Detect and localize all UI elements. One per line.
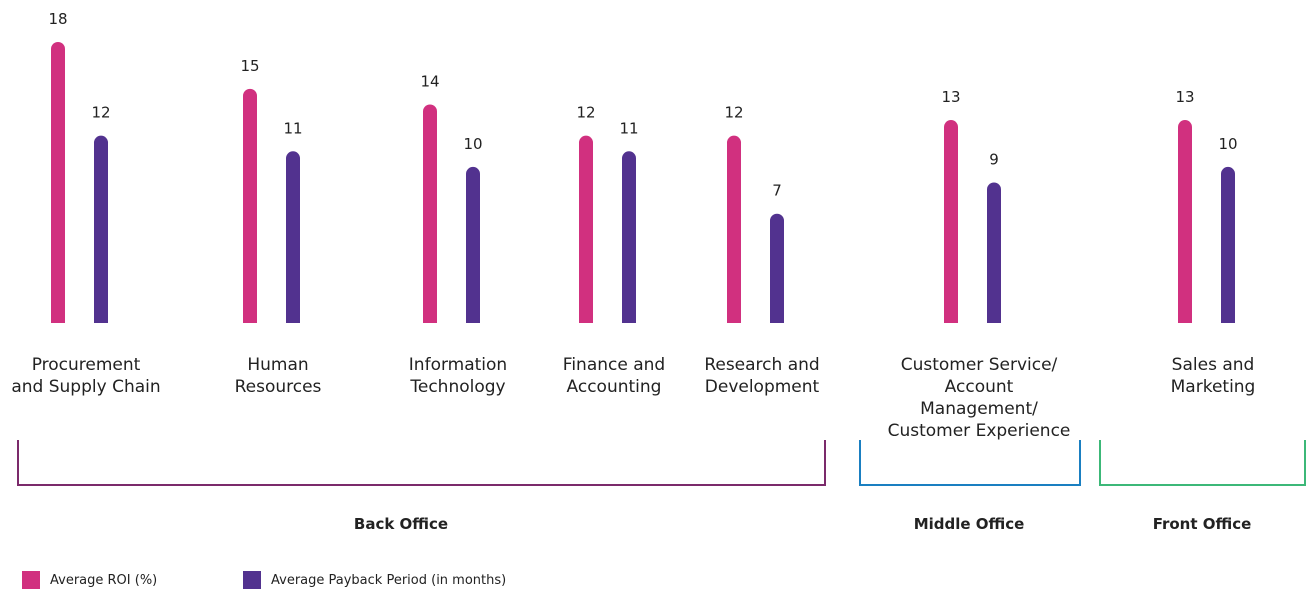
- value-label: 9: [989, 151, 999, 169]
- value-label: 10: [1218, 135, 1237, 153]
- category-label: Procurement and Supply Chain: [11, 355, 160, 397]
- value-label: 13: [941, 88, 960, 106]
- value-label: 10: [463, 135, 482, 153]
- bar: [770, 213, 784, 323]
- legend-label: Average Payback Period (in months): [271, 573, 506, 588]
- value-label: 11: [283, 119, 302, 137]
- value-label: 12: [576, 104, 595, 122]
- group-label: Back Office: [354, 515, 448, 533]
- value-label: 7: [772, 182, 782, 200]
- value-label: 12: [91, 104, 110, 122]
- bar: [727, 135, 741, 323]
- legend-swatch: [243, 571, 261, 589]
- bar: [1178, 120, 1192, 323]
- bar: [987, 182, 1001, 323]
- bracket: [859, 440, 1081, 486]
- category-label: Finance and Accounting: [563, 355, 665, 397]
- category-label: Information Technology: [409, 355, 507, 397]
- legend-label: Average ROI (%): [50, 573, 157, 588]
- bar: [579, 135, 593, 323]
- value-label: 15: [240, 57, 259, 75]
- bar: [243, 88, 257, 323]
- group-label: Front Office: [1153, 515, 1252, 533]
- group-label: Middle Office: [914, 515, 1025, 533]
- bar: [944, 120, 958, 323]
- bar: [51, 42, 65, 323]
- bar: [622, 151, 636, 323]
- category-label: Research and Development: [704, 355, 819, 397]
- bar: [1221, 166, 1235, 323]
- category-label: Human Resources: [235, 355, 322, 397]
- bar: [466, 166, 480, 323]
- category-label: Sales and Marketing: [1171, 355, 1256, 397]
- value-label: 18: [48, 10, 67, 28]
- legend-swatch: [22, 571, 40, 589]
- value-label: 11: [619, 119, 638, 137]
- bar: [286, 151, 300, 323]
- bar: [423, 104, 437, 323]
- value-label: 13: [1175, 88, 1194, 106]
- value-label: 12: [724, 104, 743, 122]
- bracket: [1099, 440, 1306, 486]
- bracket: [17, 440, 826, 486]
- value-label: 14: [420, 72, 439, 90]
- category-label: Customer Service/Account Management/Custo…: [888, 355, 1071, 441]
- bar: [94, 135, 108, 323]
